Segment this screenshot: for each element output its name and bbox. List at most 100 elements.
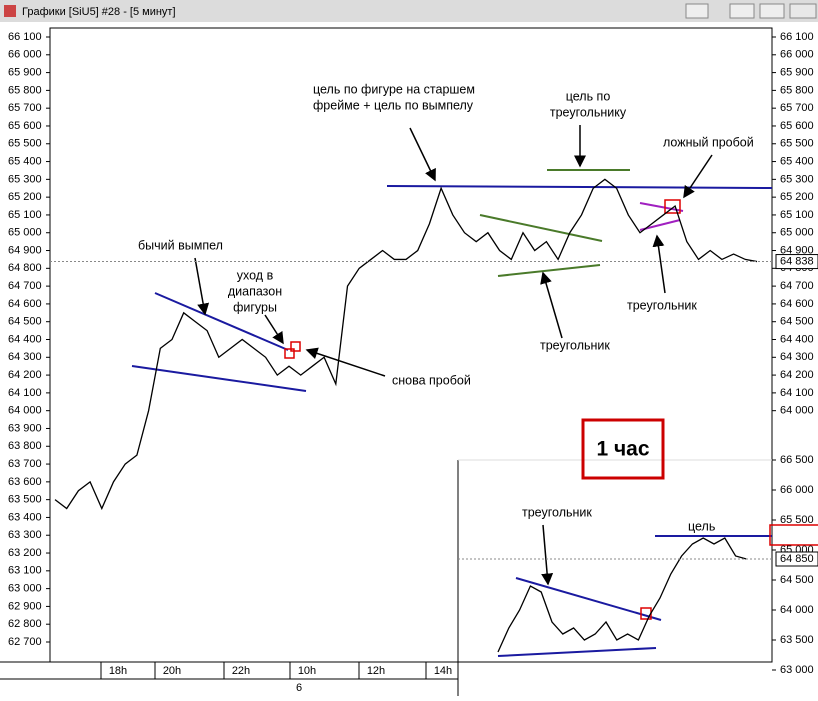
window-title: Графики [SiU5] #28 - [5 минут] [22,6,176,18]
y-tick-label: 63 900 [8,422,42,434]
y-tick-label: 66 500 [780,454,814,466]
annotation: уход в [237,268,274,282]
y-tick-label: 63 500 [8,494,42,506]
y-tick-label: 66 000 [780,484,814,496]
annotation: треугольнику [550,105,627,119]
y-tick-label: 64 500 [780,574,814,586]
y-tick-label: 65 900 [8,66,42,78]
y-tick-label: 63 100 [8,565,42,577]
pin-button[interactable] [685,3,709,19]
y-tick-label: 65 400 [8,155,42,167]
y-tick-label: 65 300 [8,173,42,185]
y-tick-label: 64 100 [780,387,814,399]
y-tick-label: 63 400 [8,511,42,523]
y-tick-label: 64 500 [8,316,42,328]
y-tick-label: 65 600 [780,120,814,132]
annotation: ложный пробой [663,135,754,149]
annotation: треугольник [540,338,610,352]
y-tick-label: 66 000 [780,49,814,61]
y-tick-label: 65 100 [780,209,814,221]
y-tick-label: 63 000 [780,664,814,676]
y-tick-label: 66 100 [8,31,42,43]
close-button[interactable] [789,3,817,19]
y-tick-label: 65 700 [780,102,814,114]
y-tick-label: 64 600 [780,298,814,310]
last-price-label: 64 838 [780,255,814,267]
date-label: 6 [296,682,302,694]
y-tick-label: 64 300 [8,351,42,363]
y-tick-label: 64 200 [780,369,814,381]
last-price-box [775,254,818,270]
y-tick-label: 62 900 [8,600,42,612]
x-tick-label: 12h [367,665,385,677]
y-tick-label: 65 800 [8,84,42,96]
annotation: цель [688,519,715,533]
plot-area [49,27,773,663]
y-tick-label: 64 100 [8,387,42,399]
y-tick-label: 63 800 [8,440,42,452]
x-tick-label: 22h [232,665,250,677]
price-line [54,178,758,511]
maximize-button[interactable] [759,3,785,19]
y-tick-label: 64 300 [780,351,814,363]
y-tick-label: 64 700 [8,280,42,292]
y-tick-label: 66 000 [8,49,42,61]
y-tick-label: 65 000 [8,227,42,239]
x-tick-label: 18h [109,665,127,677]
y-tick-label: 63 500 [780,634,814,646]
annotation: треугольник [522,505,592,519]
y-tick-label: 64 000 [780,604,814,616]
y-tick-label: 64 600 [8,298,42,310]
app-icon [4,5,16,17]
y-tick-label: 63 700 [8,458,42,470]
y-tick-label: 64 400 [8,333,42,345]
annotation: бычий вымпел [138,238,223,252]
y-tick-label: 64 900 [780,244,814,256]
y-tick-label: 64 400 [780,333,814,345]
y-tick-label: 65 500 [780,138,814,150]
annotation: снова пробой [392,373,471,387]
annotation: диапазон [228,284,282,298]
x-tick-label: 14h [434,665,452,677]
y-tick-label: 64 200 [8,369,42,381]
y-tick-label: 66 100 [780,31,814,43]
y-tick-label: 65 400 [780,155,814,167]
y-tick-label: 65 500 [8,138,42,150]
y-tick-label: 65 300 [780,173,814,185]
x-tick-label: 10h [298,665,316,677]
y-tick-label: 65 100 [8,209,42,221]
title-bar [0,0,818,22]
y-tick-label: 65 200 [8,191,42,203]
y-tick-label: 64 700 [780,280,814,292]
annotation: цель по [566,89,611,103]
y-tick-label: 65 700 [8,102,42,114]
y-tick-label: 63 600 [8,476,42,488]
y-tick-label: 64 900 [8,244,42,256]
y-tick-label: 64 500 [780,316,814,328]
x-tick-label: 20h [163,665,181,677]
y-tick-label: 63 000 [8,583,42,595]
annotation: цель по фигуре на старшем [313,82,475,96]
y-tick-label: 65 200 [780,191,814,203]
price-line [497,537,747,653]
y-tick-label: 64 000 [8,405,42,417]
timeframe-label: 1 час [596,438,649,461]
y-tick-label: 62 700 [8,636,42,648]
y-tick-label: 63 300 [8,529,42,541]
y-tick-label: 65 600 [8,120,42,132]
y-tick-label: 65 000 [780,227,814,239]
minimize-button[interactable] [729,3,755,19]
timeframe-box [581,418,665,480]
annotation: фигуры [233,300,277,314]
y-tick-label: 63 200 [8,547,42,559]
y-tick-label: 64 800 [8,262,42,274]
annotation: треугольник [627,298,697,312]
y-tick-label: 65 900 [780,66,814,78]
last-price-box [775,551,818,567]
last-price-label: 64 850 [780,553,814,565]
y-tick-label: 65 500 [780,514,814,526]
y-tick-label: 65 800 [780,84,814,96]
annotation: фрейме + цель по вымпелу [313,98,474,112]
y-tick-label: 62 800 [8,618,42,630]
